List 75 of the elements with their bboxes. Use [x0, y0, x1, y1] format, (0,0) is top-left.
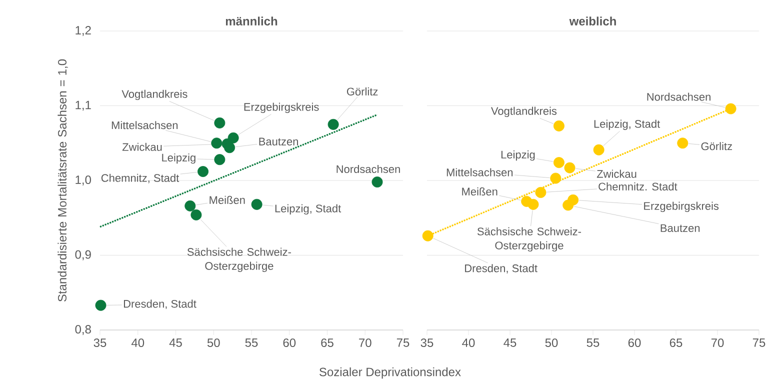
annotation: Leipzig: [162, 153, 196, 164]
annotation: Meißen: [462, 187, 498, 196]
point: [725, 103, 736, 114]
x-tick-label: 35: [94, 338, 106, 348]
x-tick-label: 55: [586, 338, 600, 347]
x-tick-label: 60: [628, 338, 641, 348]
point: [422, 230, 434, 242]
point: [677, 138, 688, 149]
y-tick-label: 0,8: [75, 325, 91, 335]
point: [553, 157, 564, 168]
point: [214, 154, 226, 166]
y-tick-label: 1,1: [76, 100, 91, 111]
annotation: Zwickau: [122, 142, 162, 151]
annotation: Bautzen: [660, 224, 700, 232]
point: [372, 176, 383, 188]
x-tick-label: 65: [670, 338, 682, 348]
y-tick-label: 1,2: [76, 26, 91, 36]
annotation: Zwickau: [596, 170, 636, 178]
point: [224, 142, 236, 154]
annotation: Erzgebirgskreis: [644, 202, 719, 212]
point: [593, 144, 604, 156]
x-tick-label: 50: [545, 338, 558, 348]
x-tick-label: 70: [711, 338, 724, 348]
x-tick-label: 60: [283, 338, 296, 348]
point: [190, 209, 202, 220]
point: [528, 198, 539, 210]
point: [211, 138, 222, 149]
annotation: Leipzig, Stadt: [275, 204, 342, 215]
annotation: Erzgebirgskreis: [244, 102, 319, 114]
x-tick-label: 35: [420, 338, 434, 348]
x-tick-label: 45: [504, 338, 516, 347]
point: [198, 166, 209, 178]
annotation: Chemnitz. Stadt: [598, 182, 678, 190]
point: [535, 186, 546, 198]
point: [95, 300, 106, 311]
annotation: Leipzig: [501, 150, 535, 161]
x-tick-label: 70: [359, 338, 372, 348]
annotation: Görlitz: [701, 142, 732, 150]
x-tick-label: 55: [245, 338, 258, 347]
x-tick-label: 75: [752, 338, 766, 347]
x-tick-label: 65: [321, 338, 334, 348]
x-tick-label: 40: [462, 338, 475, 348]
point: [184, 200, 196, 212]
annotation: Bautzen: [259, 138, 298, 146]
annotation: Görlitz: [346, 87, 378, 96]
x-tick-label: 45: [169, 338, 182, 347]
x-axis-title: Sozialer Deprivationsindex: [320, 367, 461, 379]
point: [251, 198, 262, 210]
annotation: Vogtlandkreis: [122, 90, 188, 100]
x-tick-label: 75: [396, 338, 410, 347]
y-tick-label: 1,0: [76, 176, 92, 186]
annotation: Mittelsachsen: [446, 168, 513, 176]
annotation: Mittelsachsen: [112, 121, 178, 130]
annotation: Dresden, Stadt: [124, 300, 196, 310]
point: [562, 200, 574, 211]
y-axis-title: Standardisierte Mortalitätsrate Sachsen = 1,0: [58, 59, 68, 302]
x-tick-label: 50: [207, 338, 220, 348]
point: [550, 172, 562, 184]
annotation: Meißen: [210, 196, 245, 204]
annotation: Nordsachsen: [336, 164, 400, 174]
annotation: Chemnitz, Stadt: [101, 174, 180, 184]
annotation: Dresden, Stadt: [465, 264, 538, 274]
annotation: Vogtlandkreis: [490, 106, 557, 118]
point: [214, 117, 226, 128]
annotation: Sächsische Schweiz-Osterzgebirge: [477, 227, 581, 252]
chart-title: weiblich: [569, 16, 616, 26]
annotation: Nordsachsen: [647, 92, 710, 101]
chart-title: männlich: [226, 16, 278, 26]
y-tick-label: 0,9: [75, 250, 91, 260]
annotation: Sächsische Schweiz-Osterzgebirge: [187, 248, 291, 272]
point: [553, 120, 564, 132]
point: [328, 118, 339, 130]
annotation: Leipzig, Stadt: [594, 120, 660, 130]
x-tick-label: 40: [131, 338, 144, 348]
point: [564, 162, 576, 174]
